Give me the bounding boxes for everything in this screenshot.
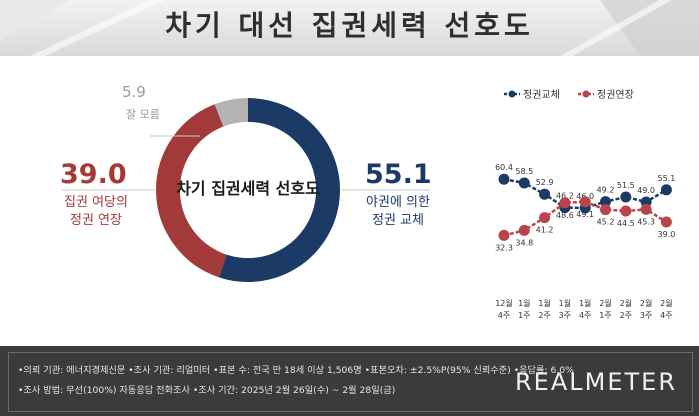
unknown-label: 잘 모름 — [126, 108, 160, 121]
x-tick-label: 1월 — [559, 298, 571, 308]
header-banner: 차기 대선 집권세력 선호도 — [0, 0, 699, 56]
donut-segment-change — [219, 98, 340, 282]
unknown-value: 5.9 — [122, 83, 146, 101]
donut-segment-extend — [156, 104, 227, 278]
data-point — [660, 184, 672, 196]
footer-border — [8, 352, 693, 412]
series-extend: 32.334.841.248.6 49.145.2 44.5 45.339.0 — [495, 196, 675, 252]
data-point — [640, 203, 652, 215]
data-point — [660, 216, 672, 228]
data-label: 49.0 — [637, 186, 655, 195]
data-label: 32.3 — [495, 243, 513, 252]
x-tick-label: 2주 — [620, 311, 632, 320]
footer-note-2: •조사 방법: 무선(100%) 자동응답 전화조사 •조사 기간: 2025년… — [18, 385, 396, 396]
data-point — [559, 197, 571, 209]
data-label: 46.2 — [556, 192, 574, 201]
x-tick-label: 4주 — [660, 311, 672, 320]
data-label: 51.5 — [617, 181, 635, 190]
data-label: 41.2 — [536, 226, 554, 235]
data-label: 55.1 — [657, 174, 675, 183]
donut-segment-unknown — [214, 98, 249, 127]
donut-center-label: 차기 집권세력 선호도 — [176, 179, 320, 198]
legend-swatch-dot — [582, 90, 590, 98]
x-tick-label: 4주 — [498, 311, 510, 320]
x-tick-label: 2월 — [640, 298, 652, 308]
series-line — [503, 177, 668, 210]
x-tick-label: 2월 — [599, 298, 611, 308]
legend-label: 정권연장 — [597, 89, 634, 101]
change-value: 55.1 — [365, 159, 432, 190]
extend-value: 39.0 — [60, 159, 127, 190]
x-tick-label: 12월 — [495, 298, 513, 308]
change-label-line2: 정권 교체 — [372, 213, 424, 228]
data-label: 49.2 — [597, 186, 615, 195]
data-point — [498, 173, 510, 185]
extend-label-line1: 집권 여당의 — [64, 195, 128, 210]
data-label: 49.1 — [576, 210, 594, 219]
footer-panel: •의뢰 기관: 에너지경제신문 •조사 기관: 리얼미터 •표본 수: 전국 만… — [0, 346, 699, 416]
x-tick-label: 1주 — [518, 311, 530, 320]
data-label: 60.4 — [495, 163, 513, 172]
x-tick-label: 1월 — [579, 298, 591, 308]
realmeter-logo: REALMETER — [515, 368, 677, 396]
data-point — [518, 177, 530, 189]
x-tick-label: 1주 — [599, 311, 611, 320]
footer-note-1: •의뢰 기관: 에너지경제신문 •조사 기관: 리얼미터 •표본 수: 전국 만… — [18, 365, 574, 376]
x-tick-label: 2주 — [538, 311, 550, 320]
data-label: 52.9 — [536, 178, 554, 187]
data-point — [539, 188, 551, 200]
extend-label-line2: 정권 연장 — [70, 213, 122, 228]
data-label: 34.8 — [515, 238, 533, 247]
data-point — [539, 212, 551, 224]
data-point — [600, 204, 611, 216]
page-title: 차기 대선 집권세력 선호도 — [165, 9, 534, 42]
change-label-line1: 야권에 의한 — [366, 195, 430, 210]
x-tick-label: 3주 — [640, 311, 652, 320]
main-content: 차기 집권세력 선호도 5.9 잘 모름 39.0 집권 여당의 정권 연장 5… — [0, 56, 699, 346]
data-point — [600, 196, 611, 208]
data-label: 45.2 — [597, 218, 615, 227]
data-point — [620, 205, 632, 217]
data-label: 58.5 — [515, 167, 533, 176]
data-point — [518, 224, 530, 236]
x-tick-label: 3주 — [559, 311, 571, 320]
data-point — [498, 229, 510, 241]
x-tick-label: 2월 — [660, 298, 672, 308]
data-point — [620, 191, 632, 203]
data-label: 44.5 — [617, 219, 635, 228]
header-decoration — [0, 0, 699, 56]
donut-hole — [180, 122, 316, 258]
data-label: 48.6 — [556, 211, 574, 220]
x-tick-label: 4주 — [579, 311, 591, 320]
chart-legend: 정권교체 정권연장 — [504, 89, 634, 101]
data-label: 45.3 — [637, 217, 655, 226]
x-tick-label: 2월 — [620, 298, 632, 308]
donut-chart: 차기 집권세력 선호도 5.9 잘 모름 39.0 집권 여당의 정권 연장 5… — [60, 83, 432, 282]
legend-label: 정권교체 — [523, 89, 560, 101]
data-label: 39.0 — [657, 230, 675, 239]
legend-swatch-dot — [508, 90, 516, 98]
data-point — [579, 196, 591, 208]
x-tick-label: 1월 — [538, 298, 550, 308]
x-tick-label: 1월 — [518, 298, 530, 308]
